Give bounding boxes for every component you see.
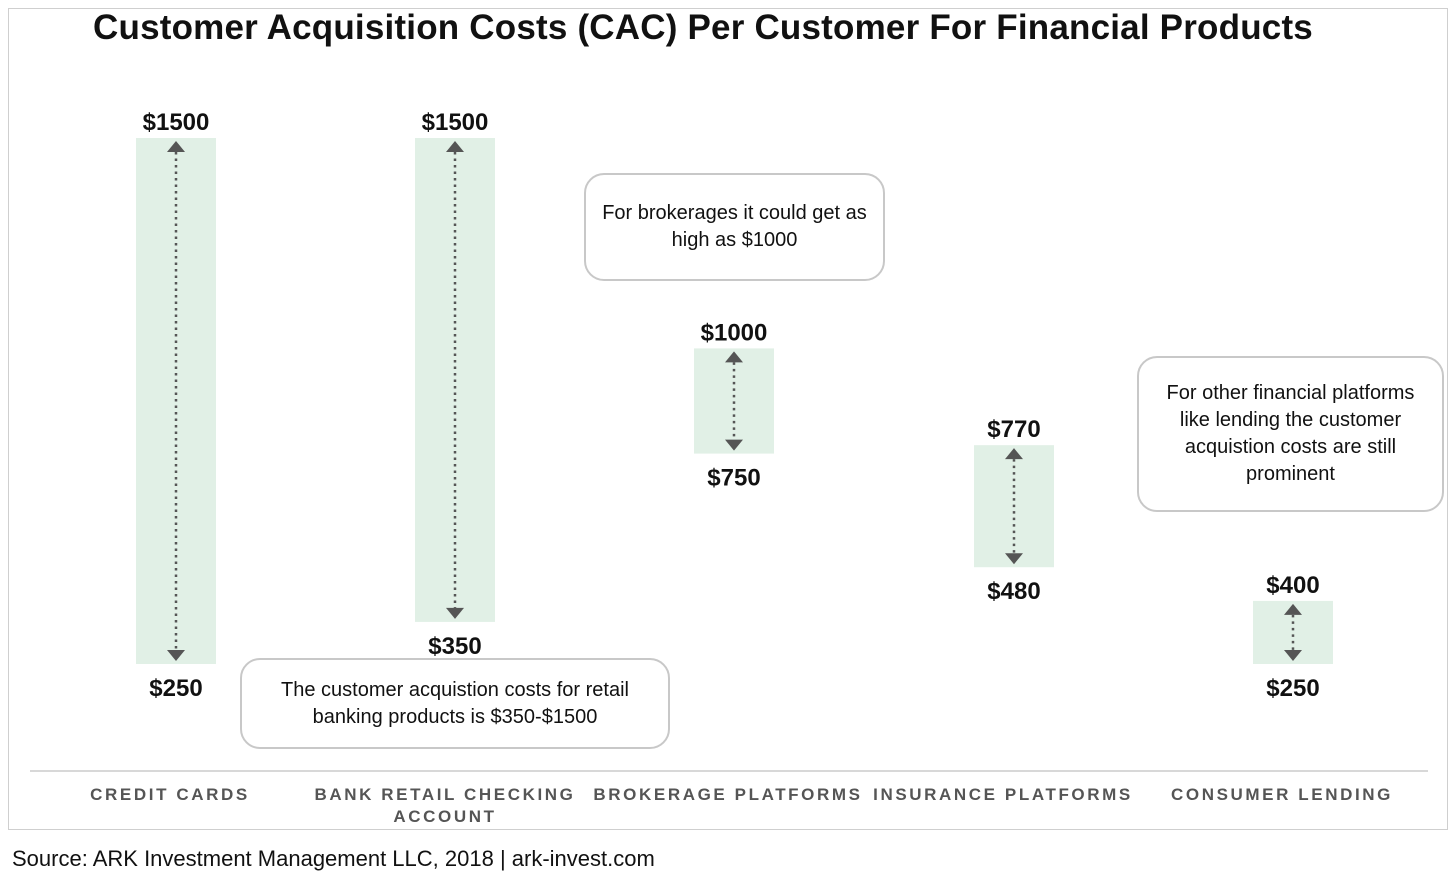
arrow-up-icon xyxy=(1284,603,1302,615)
x-tick-label: BROKERAGE PLATFORMS xyxy=(593,785,862,804)
x-tick-label: INSURANCE PLATFORMS xyxy=(873,785,1133,804)
callout-brokerage: For brokerages it could get as high as $… xyxy=(584,173,885,281)
arrow-down-icon xyxy=(725,439,743,451)
low-value-label: $250 xyxy=(1266,675,1319,702)
high-value-label: $1000 xyxy=(701,319,768,346)
arrow-down-icon xyxy=(1005,553,1023,565)
arrow-up-icon xyxy=(725,351,743,363)
callout-lending: For other financial platforms like lendi… xyxy=(1137,356,1444,512)
low-value-label: $750 xyxy=(707,465,760,492)
x-tick-label: CONSUMER LENDING xyxy=(1171,785,1393,804)
arrow-up-icon xyxy=(167,141,185,152)
low-value-label: $480 xyxy=(987,578,1040,605)
arrow-down-icon xyxy=(1284,650,1302,661)
high-value-label: $1500 xyxy=(143,109,210,136)
chart-frame xyxy=(8,8,1448,830)
high-value-label: $770 xyxy=(987,416,1040,443)
high-value-label: $1500 xyxy=(422,109,489,136)
arrow-up-icon xyxy=(446,141,464,152)
low-value-label: $350 xyxy=(428,633,481,660)
callout-banking: The customer acquistion costs for retail… xyxy=(240,658,670,749)
arrow-up-icon xyxy=(1005,448,1023,460)
high-value-label: $400 xyxy=(1266,572,1319,599)
arrow-down-icon xyxy=(446,607,464,619)
arrow-down-icon xyxy=(167,650,185,661)
chart-title: Customer Acquisition Costs (CAC) Per Cus… xyxy=(93,8,1313,47)
source-note: Source: ARK Investment Management LLC, 2… xyxy=(12,846,655,871)
x-tick-label: BANK RETAIL CHECKING ACCOUNT xyxy=(314,785,575,826)
x-tick-label: CREDIT CARDS xyxy=(90,785,250,804)
low-value-label: $250 xyxy=(149,675,202,702)
